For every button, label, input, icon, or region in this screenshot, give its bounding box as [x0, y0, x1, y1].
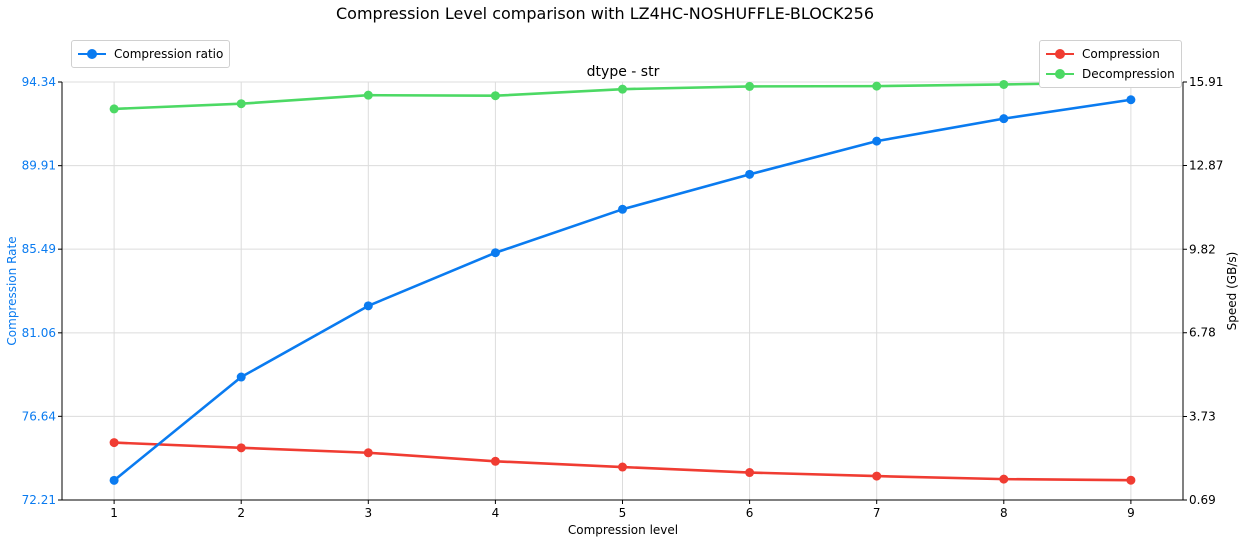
x-tick-label: 2 [237, 506, 245, 520]
y-right-tick-label: 6.78 [1189, 326, 1216, 340]
legend-label: Compression ratio [114, 47, 224, 61]
data-point-compression [745, 468, 755, 478]
x-tick-label: 4 [492, 506, 500, 520]
x-tick-label: 5 [619, 506, 627, 520]
data-point-compression-ratio [236, 372, 246, 382]
data-point-compression [109, 438, 119, 448]
x-tick-label: 9 [1127, 506, 1135, 520]
chart-subtitle: dtype - str [587, 64, 660, 80]
data-point-compression [999, 474, 1009, 484]
y-left-tick-label: 76.64 [22, 409, 56, 423]
series-layer [109, 77, 1136, 485]
data-point-compression [363, 448, 373, 458]
y-left-tick-label: 89.91 [22, 159, 56, 173]
legend-label: Decompression [1082, 67, 1175, 81]
data-point-decompression [872, 81, 882, 91]
legend-label: Compression [1082, 47, 1160, 61]
data-point-compression-ratio [490, 248, 500, 258]
data-point-compression-ratio [872, 136, 882, 146]
data-point-decompression [363, 90, 373, 100]
data-point-decompression [999, 79, 1009, 89]
chart-title: Compression Level comparison with LZ4HC-… [336, 4, 874, 23]
y-right-tick-label: 0.69 [1189, 493, 1216, 507]
axes [58, 81, 1187, 504]
data-point-decompression [490, 91, 500, 101]
x-tick-label: 6 [746, 506, 754, 520]
tick-labels: 1 2 3 4 5 6 7 8 9 72.21 76.64 81.06 85.49 89.91 94.34 0… [22, 75, 1224, 520]
y-right-tick-label: 12.87 [1189, 158, 1223, 172]
data-point-compression-ratio [363, 301, 373, 311]
data-point-compression-ratio [618, 204, 627, 214]
legend-swatch-compression-ratio [78, 48, 106, 60]
legend-swatch-decompression [1046, 68, 1074, 80]
y-left-tick-label: 85.49 [22, 242, 56, 256]
y-axis-left-label: Compression Rate [5, 236, 19, 345]
legend-item-compression-ratio: Compression ratio [78, 44, 223, 64]
x-tick-label: 7 [873, 506, 881, 520]
y-right-tick-label: 9.82 [1189, 242, 1216, 256]
data-point-decompression [618, 84, 627, 94]
data-point-compression [490, 456, 500, 466]
y-left-tick-label: 81.06 [22, 326, 56, 340]
x-tick-label: 3 [364, 506, 372, 520]
data-point-decompression [745, 81, 755, 91]
data-point-decompression [109, 104, 119, 114]
data-point-compression [236, 443, 246, 453]
y-right-tick-label: 15.91 [1189, 75, 1223, 89]
data-point-compression [618, 462, 627, 472]
legend-item-compression: Compression [1046, 44, 1175, 64]
grid-lines [62, 81, 1183, 501]
legend-left: Compression ratio [71, 40, 231, 68]
x-axis-label: Compression level [568, 523, 678, 537]
y-axis-right-label: Speed (GB/s) [1225, 252, 1239, 331]
legend-swatch-compression [1046, 48, 1074, 60]
data-point-compression-ratio [109, 475, 119, 485]
x-tick-label: 1 [110, 506, 118, 520]
data-point-compression-ratio [1126, 95, 1136, 105]
legend-right: Compression Decompression [1039, 40, 1182, 88]
data-point-compression [1126, 475, 1136, 485]
x-tick-label: 8 [1000, 506, 1008, 520]
y-right-tick-label: 3.73 [1189, 410, 1216, 424]
legend-item-decompression: Decompression [1046, 64, 1175, 84]
data-point-compression-ratio [999, 114, 1009, 124]
y-left-tick-label: 94.34 [22, 75, 56, 89]
data-point-decompression [236, 99, 246, 109]
y-left-tick-label: 72.21 [22, 493, 56, 507]
data-point-compression [872, 471, 882, 481]
data-point-compression-ratio [745, 169, 755, 179]
